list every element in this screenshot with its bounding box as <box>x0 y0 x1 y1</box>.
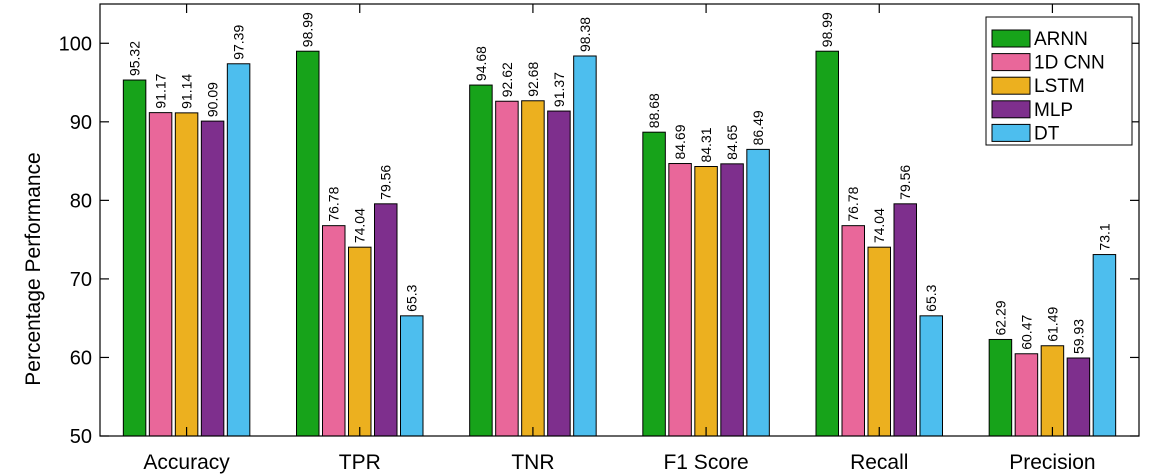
bar-lstm-tpr <box>348 246 372 437</box>
data-label: 65.3 <box>404 284 420 311</box>
bar-1d-cnn-tnr <box>495 100 519 437</box>
x-tick-label: Recall <box>850 451 908 474</box>
bar-dt-tpr <box>400 315 424 437</box>
y-tick-label: 100 <box>59 33 92 55</box>
legend-label: DT <box>1034 123 1060 144</box>
data-label: 95.32 <box>127 41 143 76</box>
bar-1d-cnn-accuracy <box>148 112 173 437</box>
legend-swatch-mlp <box>991 100 1031 119</box>
data-label: 79.56 <box>897 165 913 200</box>
x-tick-label: Precision <box>1009 451 1095 474</box>
legend-label: ARNN <box>1034 29 1088 50</box>
bar-dt-tnr <box>573 55 597 437</box>
legend-swatch-lstm <box>991 76 1031 95</box>
y-tick-label: 60 <box>70 347 92 369</box>
bar-arnn-accuracy <box>122 79 147 437</box>
data-label: 76.78 <box>326 186 342 221</box>
data-label: 84.65 <box>724 125 740 160</box>
bar-mlp-tnr <box>547 110 571 437</box>
bar-arnn-f1-score <box>642 131 666 437</box>
data-label: 84.31 <box>698 127 714 162</box>
data-label: 59.93 <box>1070 319 1086 354</box>
bar-arnn-tpr <box>296 50 320 437</box>
axes-box <box>99 3 1140 437</box>
data-label: 60.47 <box>1018 315 1034 350</box>
bar-lstm-recall <box>867 246 891 437</box>
data-label: 74.04 <box>871 208 887 243</box>
legend-label: MLP <box>1034 100 1073 121</box>
data-label: 91.37 <box>551 72 567 107</box>
data-label: 98.99 <box>300 12 316 47</box>
data-label: 91.17 <box>153 73 169 108</box>
data-label: 91.14 <box>179 74 195 109</box>
bar-mlp-accuracy <box>200 120 225 437</box>
bar-dt-accuracy <box>226 63 251 437</box>
data-label: 61.49 <box>1044 307 1060 342</box>
bar-dt-f1-score <box>746 148 770 437</box>
bar-1d-cnn-precision <box>1014 353 1039 437</box>
data-label: 74.04 <box>352 208 368 243</box>
bar-mlp-tpr <box>374 203 398 437</box>
y-axis-label: Percentage Performance <box>22 152 45 385</box>
bar-arnn-recall <box>815 50 839 437</box>
bar-dt-precision <box>1092 254 1117 437</box>
data-labels-group: 95.32 91.17 91.14 90.09 97.39 98.99 76.78 74.04… <box>127 12 1113 354</box>
bar-lstm-tnr <box>521 100 545 437</box>
x-tick-label: Accuracy <box>143 451 230 474</box>
data-label: 79.56 <box>378 165 394 200</box>
data-label: 98.99 <box>819 12 835 47</box>
x-tick-label: TPR <box>339 451 381 474</box>
axes-group: Accuracy TPR TNR F1 Score Recall Precision 50 6… <box>59 3 1140 474</box>
data-label: 65.3 <box>923 284 939 311</box>
legend-swatch-1d-cnn <box>991 53 1031 72</box>
data-label: 86.49 <box>750 110 766 145</box>
bar-arnn-precision <box>988 338 1013 437</box>
data-label: 98.38 <box>577 17 593 52</box>
y-tick-label: 80 <box>70 190 92 212</box>
y-tick-label: 50 <box>70 426 92 448</box>
bar-1d-cnn-tpr <box>322 225 346 437</box>
bar-mlp-recall <box>893 203 917 437</box>
data-label: 88.68 <box>646 93 662 128</box>
bar-mlp-precision <box>1066 357 1091 437</box>
legend-label: LSTM <box>1034 76 1085 97</box>
bar-lstm-precision <box>1040 345 1065 437</box>
data-label: 90.09 <box>205 82 221 117</box>
bar-lstm-f1-score <box>694 166 718 437</box>
x-tick-label: F1 Score <box>663 451 748 474</box>
bar-lstm-accuracy <box>174 112 199 437</box>
data-label: 97.39 <box>231 25 247 60</box>
data-label: 76.78 <box>845 186 861 221</box>
data-label: 62.29 <box>992 300 1008 335</box>
data-label: 92.62 <box>499 62 515 97</box>
x-tick-label: TNR <box>511 451 554 474</box>
data-label: 92.68 <box>525 62 541 97</box>
data-label: 94.68 <box>473 46 489 81</box>
bar-mlp-f1-score <box>720 163 744 437</box>
y-tick-label: 90 <box>70 112 92 134</box>
bars-group <box>122 50 1117 437</box>
bar-arnn-tnr <box>469 84 493 437</box>
y-tick-label: 70 <box>70 269 92 291</box>
bar-1d-cnn-recall <box>841 225 865 437</box>
bar-1d-cnn-f1-score <box>668 163 692 437</box>
data-label: 73.1 <box>1096 223 1112 250</box>
legend-swatch-dt <box>991 123 1031 142</box>
legend-label: 1D CNN <box>1034 53 1105 74</box>
legend-swatch-arnn <box>991 29 1031 48</box>
data-label: 84.69 <box>672 124 688 159</box>
bar-dt-recall <box>919 315 943 437</box>
